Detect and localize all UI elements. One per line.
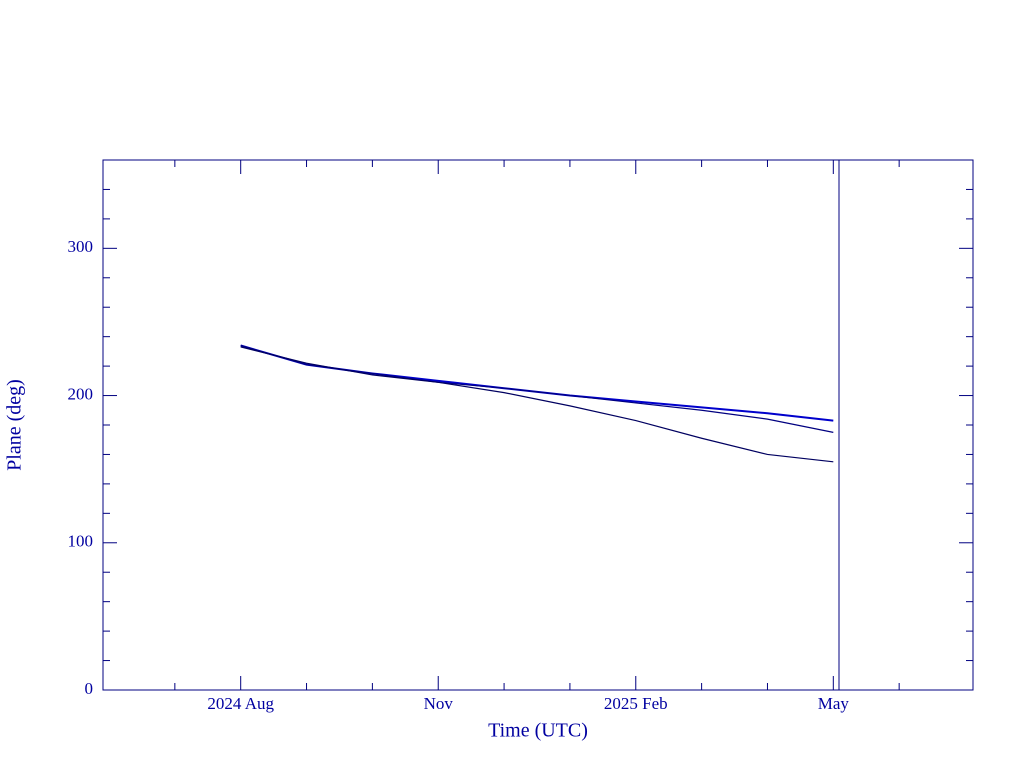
x-tick-label: May bbox=[818, 694, 850, 713]
y-tick-label: 0 bbox=[85, 679, 94, 698]
x-tick-label: 2025 Feb bbox=[604, 694, 668, 713]
plot-frame bbox=[102, 159, 974, 691]
y-axis-label: Plane (deg) bbox=[4, 379, 26, 471]
series-line bbox=[240, 346, 834, 463]
y-tick-label: 300 bbox=[68, 237, 94, 256]
series-line bbox=[240, 344, 834, 433]
y-tick-label: 100 bbox=[68, 532, 94, 551]
x-axis-label: Time (UTC) bbox=[488, 720, 588, 742]
series-line bbox=[240, 344, 834, 422]
y-tick-label: 200 bbox=[68, 384, 94, 403]
x-tick-label: 2024 Aug bbox=[207, 694, 274, 713]
x-tick-label: Nov bbox=[424, 694, 454, 713]
